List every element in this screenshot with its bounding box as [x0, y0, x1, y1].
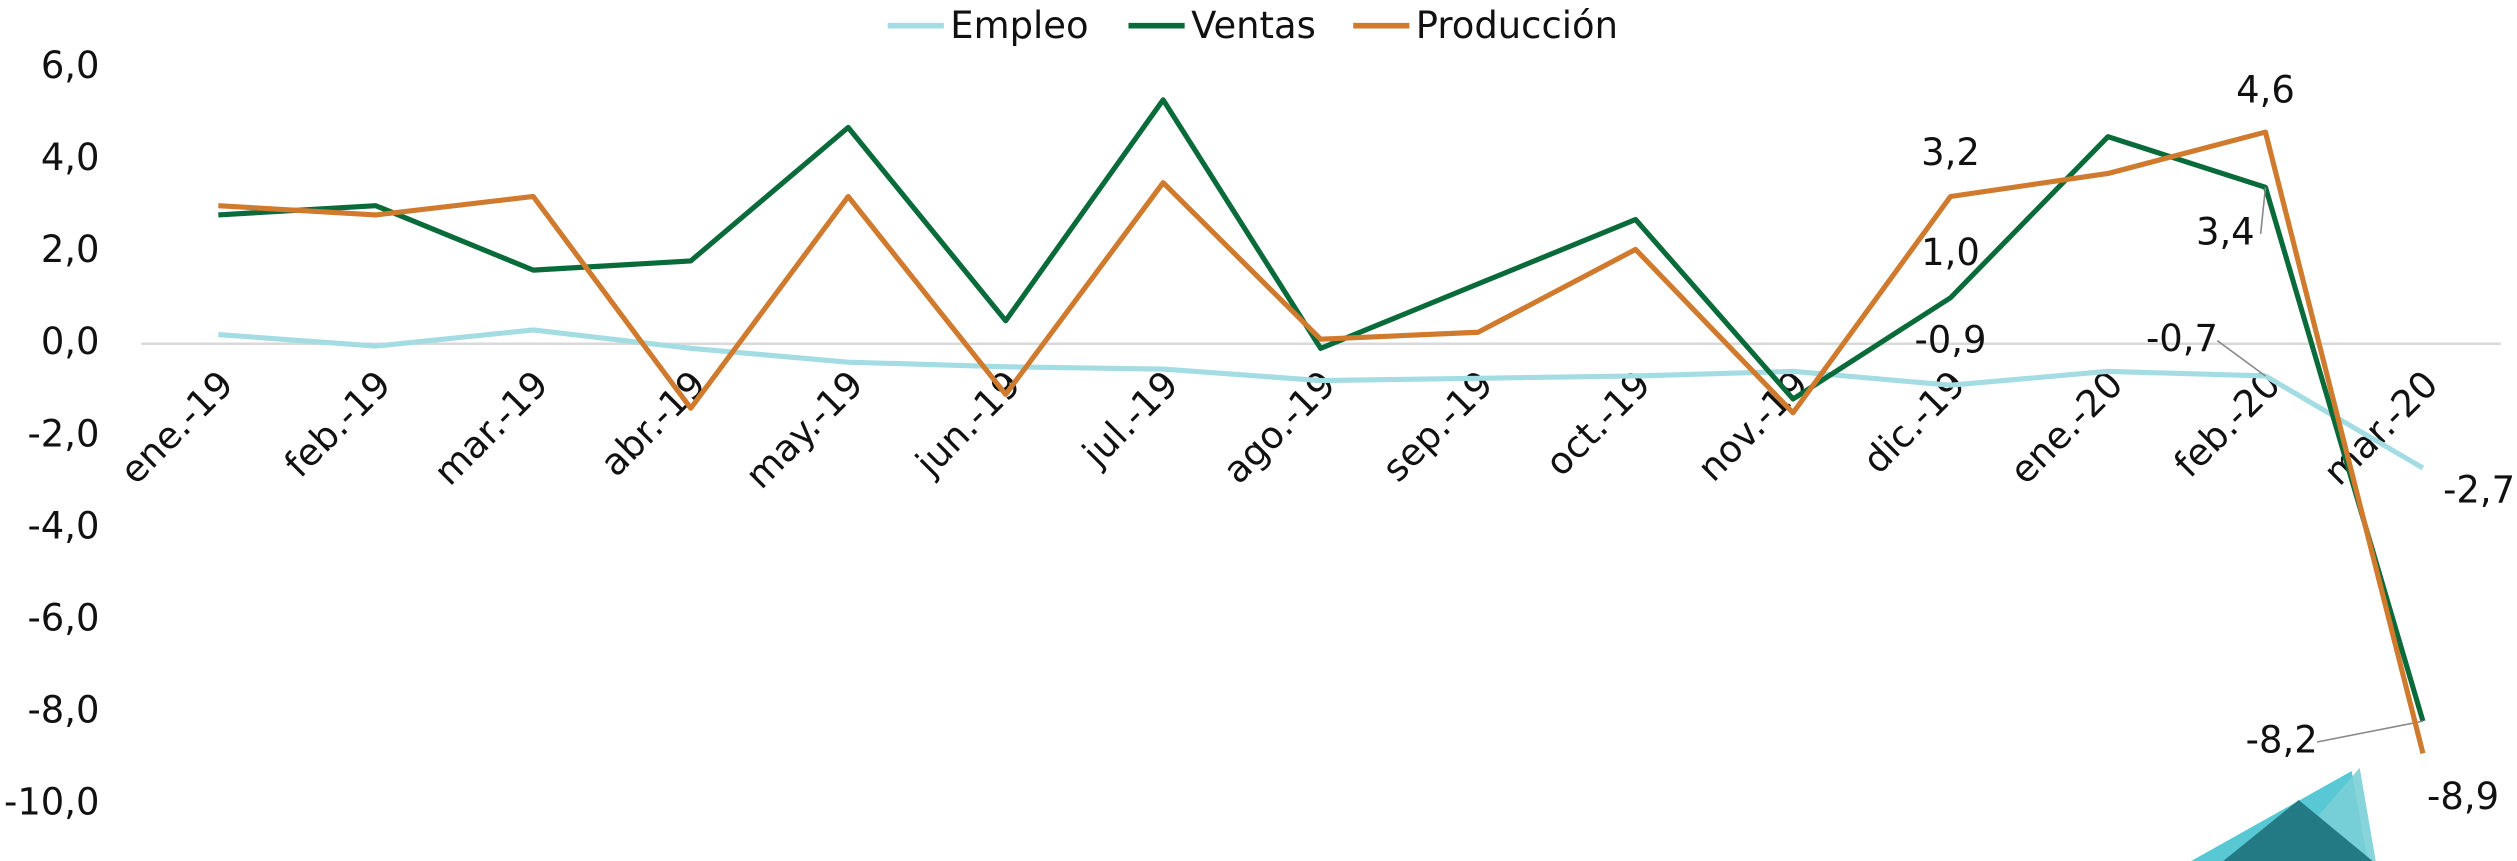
y-tick-label: -6,0: [28, 596, 100, 639]
y-tick-label: 0,0: [41, 320, 100, 363]
data-label: -0,7: [2146, 317, 2218, 360]
legend-label: Producción: [1416, 4, 1618, 47]
series-line: [218, 327, 2425, 471]
data-label: -8,2: [2246, 719, 2318, 762]
x-tick-label: abr.-19: [592, 362, 714, 484]
data-label: -8,9: [2427, 775, 2499, 818]
data-label: 1,0: [1921, 231, 1980, 274]
series-line: [218, 129, 2426, 754]
data-label: -0,9: [1915, 318, 1987, 361]
logo: [2191, 767, 2376, 861]
data-label: 4,6: [2236, 68, 2295, 111]
legend-label: Ventas: [1191, 4, 1316, 47]
y-tick-label: 6,0: [41, 44, 100, 87]
x-tick-label: mar.-19: [426, 362, 557, 493]
leader-line: [2259, 187, 2267, 234]
x-tick-label: ene.-19: [112, 362, 242, 492]
x-tick-label: ene.-20: [2001, 362, 2131, 492]
x-tick-label: oct.-19: [1537, 362, 1659, 484]
y-tick-label: -2,0: [28, 412, 100, 455]
y-tick-label: -10,0: [4, 780, 100, 823]
y-tick-label: -8,0: [28, 688, 100, 731]
legend-label: Empleo: [950, 4, 1088, 47]
y-tick-label: -4,0: [28, 504, 100, 547]
leader-line: [2216, 339, 2266, 377]
x-tick-label: may.-19: [737, 362, 871, 497]
x-tick-label: nov.-19: [1689, 362, 1816, 489]
leader-line: [2316, 720, 2424, 743]
y-tick-label: 2,0: [41, 228, 100, 271]
y-tick-label: 4,0: [41, 136, 100, 179]
data-label: 3,2: [1921, 131, 1980, 174]
x-tick-label: jul.-19: [1073, 362, 1186, 475]
data-label: -2,7: [2443, 469, 2515, 512]
data-label: 3,4: [2196, 210, 2255, 253]
x-tick-label: jun.-19: [907, 362, 1029, 484]
x-tick-label: feb.-19: [276, 362, 399, 485]
